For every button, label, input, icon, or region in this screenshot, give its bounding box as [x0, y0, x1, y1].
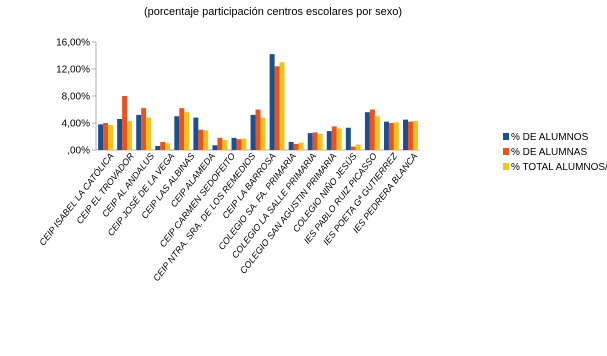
bar: [345, 127, 351, 150]
bar: [165, 143, 171, 150]
bar: [212, 145, 218, 150]
bar: [108, 125, 113, 150]
bar: [141, 108, 147, 150]
bar: [146, 117, 152, 150]
bar: [241, 138, 247, 150]
bar: [103, 123, 109, 150]
bar: [231, 137, 237, 150]
bar: [174, 116, 180, 150]
y-tick-label: 16,00%: [56, 38, 90, 49]
bar: [255, 109, 261, 150]
legend-label: % DE ALUMNOS: [511, 132, 589, 143]
bar: [127, 120, 133, 150]
bar: [236, 139, 242, 150]
bar: [336, 128, 342, 150]
legend-swatch: [503, 133, 509, 140]
bar: [412, 120, 418, 150]
x-tick-label: CEIP ISABEL LA CATÓLICA: [37, 151, 115, 247]
legend-label: % DE ALUMNAS: [511, 147, 587, 158]
bar: [388, 123, 394, 150]
bar: [331, 126, 337, 151]
legend-swatch: [503, 163, 509, 170]
bar: [184, 112, 190, 150]
bar: [393, 122, 399, 150]
bar: [136, 114, 142, 150]
bar: [350, 146, 356, 151]
bar: [326, 131, 332, 150]
chart-title: (porcentaje participación centros escola…: [144, 6, 402, 18]
bar: [369, 109, 375, 150]
legend: % DE ALUMNOS % DE ALUMNAS % TOTAL ALUMNOS/…: [503, 132, 607, 173]
y-tick-label: 8,00%: [62, 92, 90, 103]
bar: [198, 129, 204, 150]
bar: [269, 54, 275, 150]
bar: [160, 141, 166, 150]
bar: [193, 117, 199, 150]
bar: [203, 130, 209, 150]
bar: [317, 133, 323, 150]
bar: [179, 108, 185, 150]
bar: [260, 117, 266, 150]
legend-swatch: [503, 148, 509, 155]
bar: [288, 141, 294, 150]
y-tick-label: 4,00%: [62, 119, 90, 130]
y-tick-label: 12,00%: [56, 65, 90, 76]
bar: [122, 96, 128, 150]
bar: [293, 143, 299, 150]
bar: [307, 133, 313, 151]
bar: [222, 139, 228, 151]
bar: [217, 137, 223, 150]
bar: [279, 62, 285, 150]
bar: [403, 119, 408, 151]
bar: [155, 145, 161, 150]
bar: [312, 132, 318, 150]
bar: [383, 121, 389, 150]
bar: [117, 118, 123, 150]
bar: [98, 124, 104, 150]
legend-label: % TOTAL ALUMNOS/AS: [511, 162, 607, 173]
bar: [274, 66, 280, 150]
bar: [374, 116, 380, 150]
bar: [364, 112, 370, 150]
bars: [98, 54, 418, 151]
bar: [250, 114, 256, 150]
bar: [298, 142, 304, 150]
bar: [355, 144, 361, 150]
y-tick-label: ,00%: [67, 146, 90, 157]
bar: [407, 121, 413, 150]
